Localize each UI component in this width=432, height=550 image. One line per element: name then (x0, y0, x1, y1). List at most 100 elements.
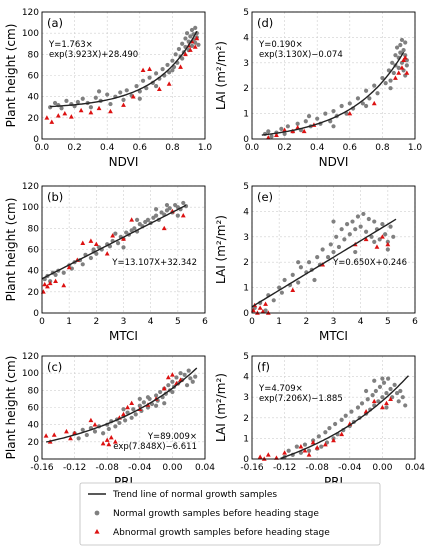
abnormal-sample-point (92, 422, 98, 427)
normal-sample-point (84, 432, 89, 438)
normal-sample-point (121, 97, 126, 102)
abnormal-sample-point (339, 431, 345, 437)
abnormal-sample-point (396, 70, 402, 75)
y-tick-label: 0 (33, 309, 39, 319)
abnormal-sample-point (130, 94, 136, 99)
normal-sample-point (124, 88, 129, 93)
normal-sample-point (166, 383, 171, 388)
normal-sample-point (285, 124, 290, 129)
y-tick-label: 0 (243, 455, 249, 465)
y-tick-label: 60 (28, 72, 40, 82)
y-tick-label: 100 (22, 203, 39, 213)
y-tick-label: 80 (28, 224, 40, 234)
abnormal-sample-point (187, 47, 193, 52)
normal-sample-point (88, 255, 93, 261)
abnormal-sample-point (393, 75, 398, 80)
y-tick-label: 40 (28, 267, 40, 277)
normal-sample-point (282, 277, 287, 283)
chart-panel-4: -0.16 -0.12 -0.08 -0.04 0.00 0.04 0 20 40 60 80 100… (4, 352, 215, 489)
normal-sample-point (180, 56, 185, 61)
normal-sample-point (343, 413, 348, 418)
normal-sample-point (296, 260, 301, 265)
abnormal-sample-point (121, 411, 126, 417)
normal-sample-point (164, 202, 170, 208)
x-tick-label: -0.04 (338, 463, 362, 473)
normal-sample-point (140, 78, 146, 83)
normal-sample-point (279, 126, 284, 131)
normal-sample-point (349, 409, 354, 414)
abnormal-sample-point (104, 437, 110, 442)
normal-sample-point (306, 114, 312, 119)
normal-sample-point (188, 376, 193, 381)
trend-line (50, 30, 198, 108)
normal-sample-point (360, 101, 365, 106)
normal-sample-point (271, 298, 276, 303)
abnormal-sample-point (192, 44, 198, 49)
abnormal-sample-point (161, 225, 167, 231)
plot-frame (41, 11, 206, 140)
x-tick-label: 3 (331, 317, 337, 327)
abnormal-sample-point (385, 241, 391, 247)
x-tick-label: -0.12 (63, 463, 86, 473)
y-tick-label: 1 (243, 284, 249, 294)
panel-label: (c) (47, 360, 62, 374)
normal-sample-point (186, 368, 191, 373)
trend-line (45, 367, 198, 443)
abnormal-sample-point (88, 109, 94, 115)
normal-sample-point (339, 417, 344, 422)
plot-frame (41, 185, 206, 314)
normal-sample-point (154, 403, 159, 408)
normal-sample-point (372, 219, 377, 224)
x-tick-label: 3 (121, 317, 127, 327)
normal-sample-point (108, 101, 113, 107)
normal-sample-point (404, 63, 409, 68)
normal-sample-point (154, 213, 159, 218)
y-tick-label: 1 (243, 110, 249, 120)
x-tick-label: 5 (385, 317, 391, 327)
normal-sample-point (347, 232, 352, 237)
y-tick-label: 100 (22, 369, 39, 379)
x-tick-label: -0.08 (96, 463, 120, 473)
equation-text: exp(7.848X)−6.611 (113, 442, 197, 452)
y-tick-label: 2 (243, 414, 249, 424)
y-tick-label: 4 (243, 373, 249, 383)
abnormal-sample-point (290, 287, 296, 292)
y-axis-label: LAI (m²/m²) (214, 41, 228, 110)
normal-sample-point (170, 389, 175, 395)
legend-box (79, 482, 381, 546)
normal-sample-point (121, 407, 126, 412)
normal-sample-point (133, 412, 138, 417)
x-tick-label: 0.04 (195, 463, 215, 473)
y-tick-label: 20 (28, 438, 40, 448)
normal-sample-point (331, 124, 336, 129)
abnormal-sample-point (49, 119, 55, 124)
normal-sample-point (175, 213, 180, 218)
y-axis-label: Plant height (cm) (4, 198, 18, 302)
trend-line (41, 204, 187, 280)
abnormal-sample-point (106, 441, 112, 447)
abnormal-sample-point (140, 67, 146, 73)
abnormal-sample-point (371, 100, 377, 106)
legend-normal-swatch (94, 510, 100, 516)
x-tick-label: 1.0 (198, 143, 213, 153)
normal-sample-point (399, 37, 405, 43)
normal-sample-point (134, 83, 139, 89)
y-axis-label: LAI (m²/m²) (214, 373, 228, 442)
normal-sample-point (296, 280, 301, 285)
normal-sample-point (364, 88, 369, 93)
y-tick-label: 20 (28, 114, 40, 124)
normal-sample-point (184, 383, 190, 388)
chart-panel-0: 0.0 0.2 0.4 0.6 0.8 1.0 0 20 40 60 80 100 120 (a) Y=1.… (4, 8, 212, 169)
normal-sample-point (180, 41, 185, 46)
normal-sample-point (154, 83, 159, 89)
abnormal-sample-point (388, 396, 393, 402)
x-tick-label: 0.00 (162, 463, 182, 473)
normal-sample-point (381, 380, 387, 385)
normal-sample-point (393, 53, 398, 58)
abnormal-sample-point (62, 111, 68, 116)
y-tick-label: 0 (33, 455, 39, 465)
abnormal-sample-point (399, 65, 405, 70)
legend-normal-label: Normal growth samples before heading sta… (113, 509, 319, 519)
y-tick-label: 3 (243, 59, 249, 69)
chart-panel-3: 0 1 2 3 4 5 6 0 1 2 3 4 5 (e) Y=0.650X+0.246 MTCI LAI (m… (214, 182, 418, 343)
